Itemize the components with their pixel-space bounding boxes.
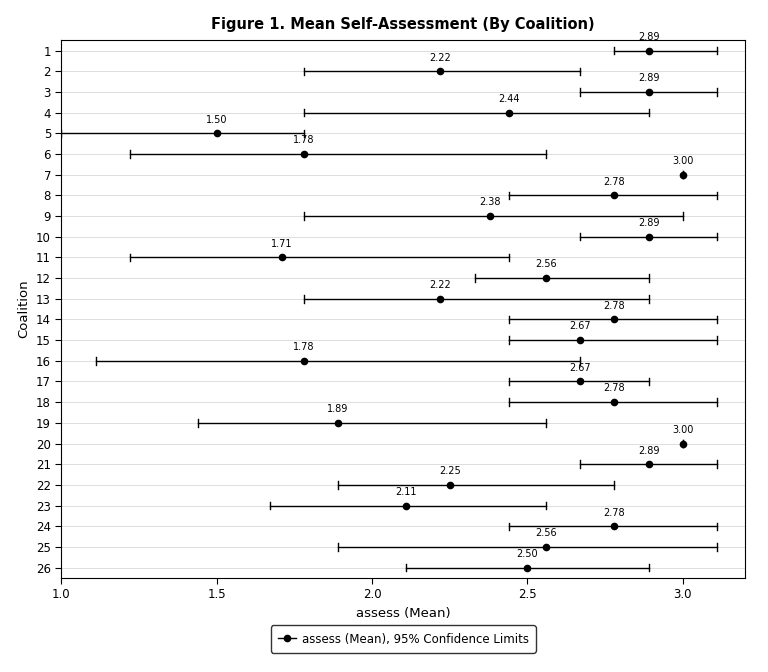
Text: 1.78: 1.78 xyxy=(293,342,315,352)
Text: 2.56: 2.56 xyxy=(535,528,557,538)
Text: 2.67: 2.67 xyxy=(570,363,591,373)
Text: 2.22: 2.22 xyxy=(429,52,452,62)
Text: 1.89: 1.89 xyxy=(327,404,349,414)
Text: 2.78: 2.78 xyxy=(604,177,625,187)
Text: 2.78: 2.78 xyxy=(604,384,625,394)
Text: 2.44: 2.44 xyxy=(498,94,520,104)
X-axis label: assess (Mean): assess (Mean) xyxy=(356,607,451,620)
Text: 2.89: 2.89 xyxy=(638,218,660,228)
Text: 1.71: 1.71 xyxy=(271,239,293,249)
Legend: assess (Mean), 95% Confidence Limits: assess (Mean), 95% Confidence Limits xyxy=(271,626,535,653)
Title: Figure 1. Mean Self-Assessment (By Coalition): Figure 1. Mean Self-Assessment (By Coali… xyxy=(211,17,595,32)
Text: 1.78: 1.78 xyxy=(293,135,315,145)
Text: 2.25: 2.25 xyxy=(439,466,461,476)
Text: 2.56: 2.56 xyxy=(535,259,557,269)
Y-axis label: Coalition: Coalition xyxy=(18,280,31,339)
Text: 2.22: 2.22 xyxy=(429,280,452,290)
Text: 2.89: 2.89 xyxy=(638,446,660,456)
Text: 2.11: 2.11 xyxy=(396,487,417,497)
Text: 1.50: 1.50 xyxy=(206,115,227,125)
Text: 3.00: 3.00 xyxy=(672,156,694,166)
Text: 2.89: 2.89 xyxy=(638,73,660,83)
Text: 2.67: 2.67 xyxy=(570,321,591,331)
Text: 2.50: 2.50 xyxy=(517,549,538,559)
Text: 2.38: 2.38 xyxy=(479,198,501,208)
Text: 3.00: 3.00 xyxy=(672,425,694,435)
Text: 2.89: 2.89 xyxy=(638,32,660,42)
Text: 2.78: 2.78 xyxy=(604,507,625,517)
Text: 2.78: 2.78 xyxy=(604,301,625,310)
